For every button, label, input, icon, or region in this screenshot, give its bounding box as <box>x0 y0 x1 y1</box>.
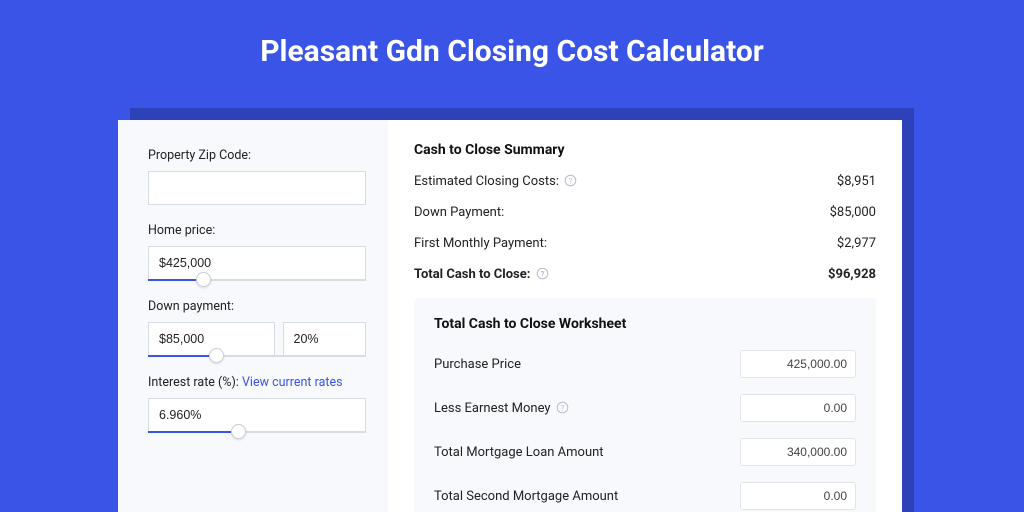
field-down-payment: Down payment: <box>148 299 366 357</box>
svg-text:?: ? <box>561 403 565 412</box>
field-zip: Property Zip Code: <box>148 148 366 205</box>
view-rates-link[interactable]: View current rates <box>242 375 343 390</box>
main-panel: Cash to Close Summary Estimated Closing … <box>388 120 902 512</box>
slider-thumb[interactable] <box>231 424 246 439</box>
worksheet-label: Total Second Mortgage Amount <box>434 489 618 504</box>
summary-row-closing-costs: Estimated Closing Costs: ? $8,951 <box>414 174 876 189</box>
summary-label: Down Payment: <box>414 205 504 220</box>
summary-label-text: Estimated Closing Costs: <box>414 174 559 189</box>
help-icon[interactable]: ? <box>564 174 577 187</box>
interest-rate-slider[interactable] <box>148 431 366 433</box>
help-icon[interactable]: ? <box>556 401 569 414</box>
worksheet-row-purchase-price: Purchase Price <box>434 350 856 378</box>
slider-thumb[interactable] <box>196 272 211 287</box>
slider-fill <box>148 431 231 433</box>
worksheet-panel: Total Cash to Close Worksheet Purchase P… <box>414 298 876 512</box>
svg-text:?: ? <box>569 176 573 185</box>
summary-row-first-payment: First Monthly Payment: $2,977 <box>414 236 876 251</box>
slider-fill <box>148 279 196 281</box>
slider-thumb[interactable] <box>209 348 224 363</box>
calculator-card: Property Zip Code: Home price: Down paym… <box>118 120 902 512</box>
summary-value: $8,951 <box>837 174 876 189</box>
worksheet-label-text: Less Earnest Money <box>434 401 551 416</box>
worksheet-row-mortgage-amount: Total Mortgage Loan Amount <box>434 438 856 466</box>
summary-total-label-text: Total Cash to Close: <box>414 267 530 282</box>
summary-label: Total Cash to Close: ? <box>414 267 549 282</box>
worksheet-label: Less Earnest Money ? <box>434 401 569 416</box>
zip-label: Property Zip Code: <box>148 148 366 163</box>
summary-value: $2,977 <box>837 236 876 251</box>
summary-value: $96,928 <box>828 267 876 282</box>
worksheet-input-earnest-money[interactable] <box>740 394 856 422</box>
summary-row-down-payment: Down Payment: $85,000 <box>414 205 876 220</box>
worksheet-row-earnest-money: Less Earnest Money ? <box>434 394 856 422</box>
slider-fill <box>148 355 209 357</box>
down-payment-percent-input[interactable] <box>283 322 366 356</box>
page-title: Pleasant Gdn Closing Cost Calculator <box>0 0 1024 69</box>
home-price-input[interactable] <box>148 246 366 280</box>
interest-rate-label-text: Interest rate (%): <box>148 375 239 390</box>
down-payment-row <box>148 322 366 356</box>
worksheet-label: Total Mortgage Loan Amount <box>434 445 604 460</box>
worksheet-input-purchase-price[interactable] <box>740 350 856 378</box>
interest-rate-label: Interest rate (%): View current rates <box>148 375 366 390</box>
home-price-label: Home price: <box>148 223 366 238</box>
summary-row-total: Total Cash to Close: ? $96,928 <box>414 267 876 282</box>
worksheet-input-mortgage-amount[interactable] <box>740 438 856 466</box>
zip-input[interactable] <box>148 171 366 205</box>
summary-value: $85,000 <box>830 205 876 220</box>
down-payment-label: Down payment: <box>148 299 366 314</box>
summary-label: Estimated Closing Costs: ? <box>414 174 577 189</box>
field-home-price: Home price: <box>148 223 366 281</box>
summary-title: Cash to Close Summary <box>414 142 876 158</box>
home-price-slider[interactable] <box>148 279 366 281</box>
svg-text:?: ? <box>540 269 544 278</box>
field-interest-rate: Interest rate (%): View current rates <box>148 375 366 433</box>
worksheet-title: Total Cash to Close Worksheet <box>434 316 856 332</box>
worksheet-row-second-mortgage: Total Second Mortgage Amount <box>434 482 856 510</box>
summary-label: First Monthly Payment: <box>414 236 547 251</box>
worksheet-input-second-mortgage[interactable] <box>740 482 856 510</box>
interest-rate-input[interactable] <box>148 398 366 432</box>
down-payment-slider[interactable] <box>148 355 366 357</box>
worksheet-label: Purchase Price <box>434 357 521 372</box>
help-icon[interactable]: ? <box>536 267 549 280</box>
input-sidebar: Property Zip Code: Home price: Down paym… <box>118 120 388 512</box>
page-background: Pleasant Gdn Closing Cost Calculator Pro… <box>0 0 1024 512</box>
